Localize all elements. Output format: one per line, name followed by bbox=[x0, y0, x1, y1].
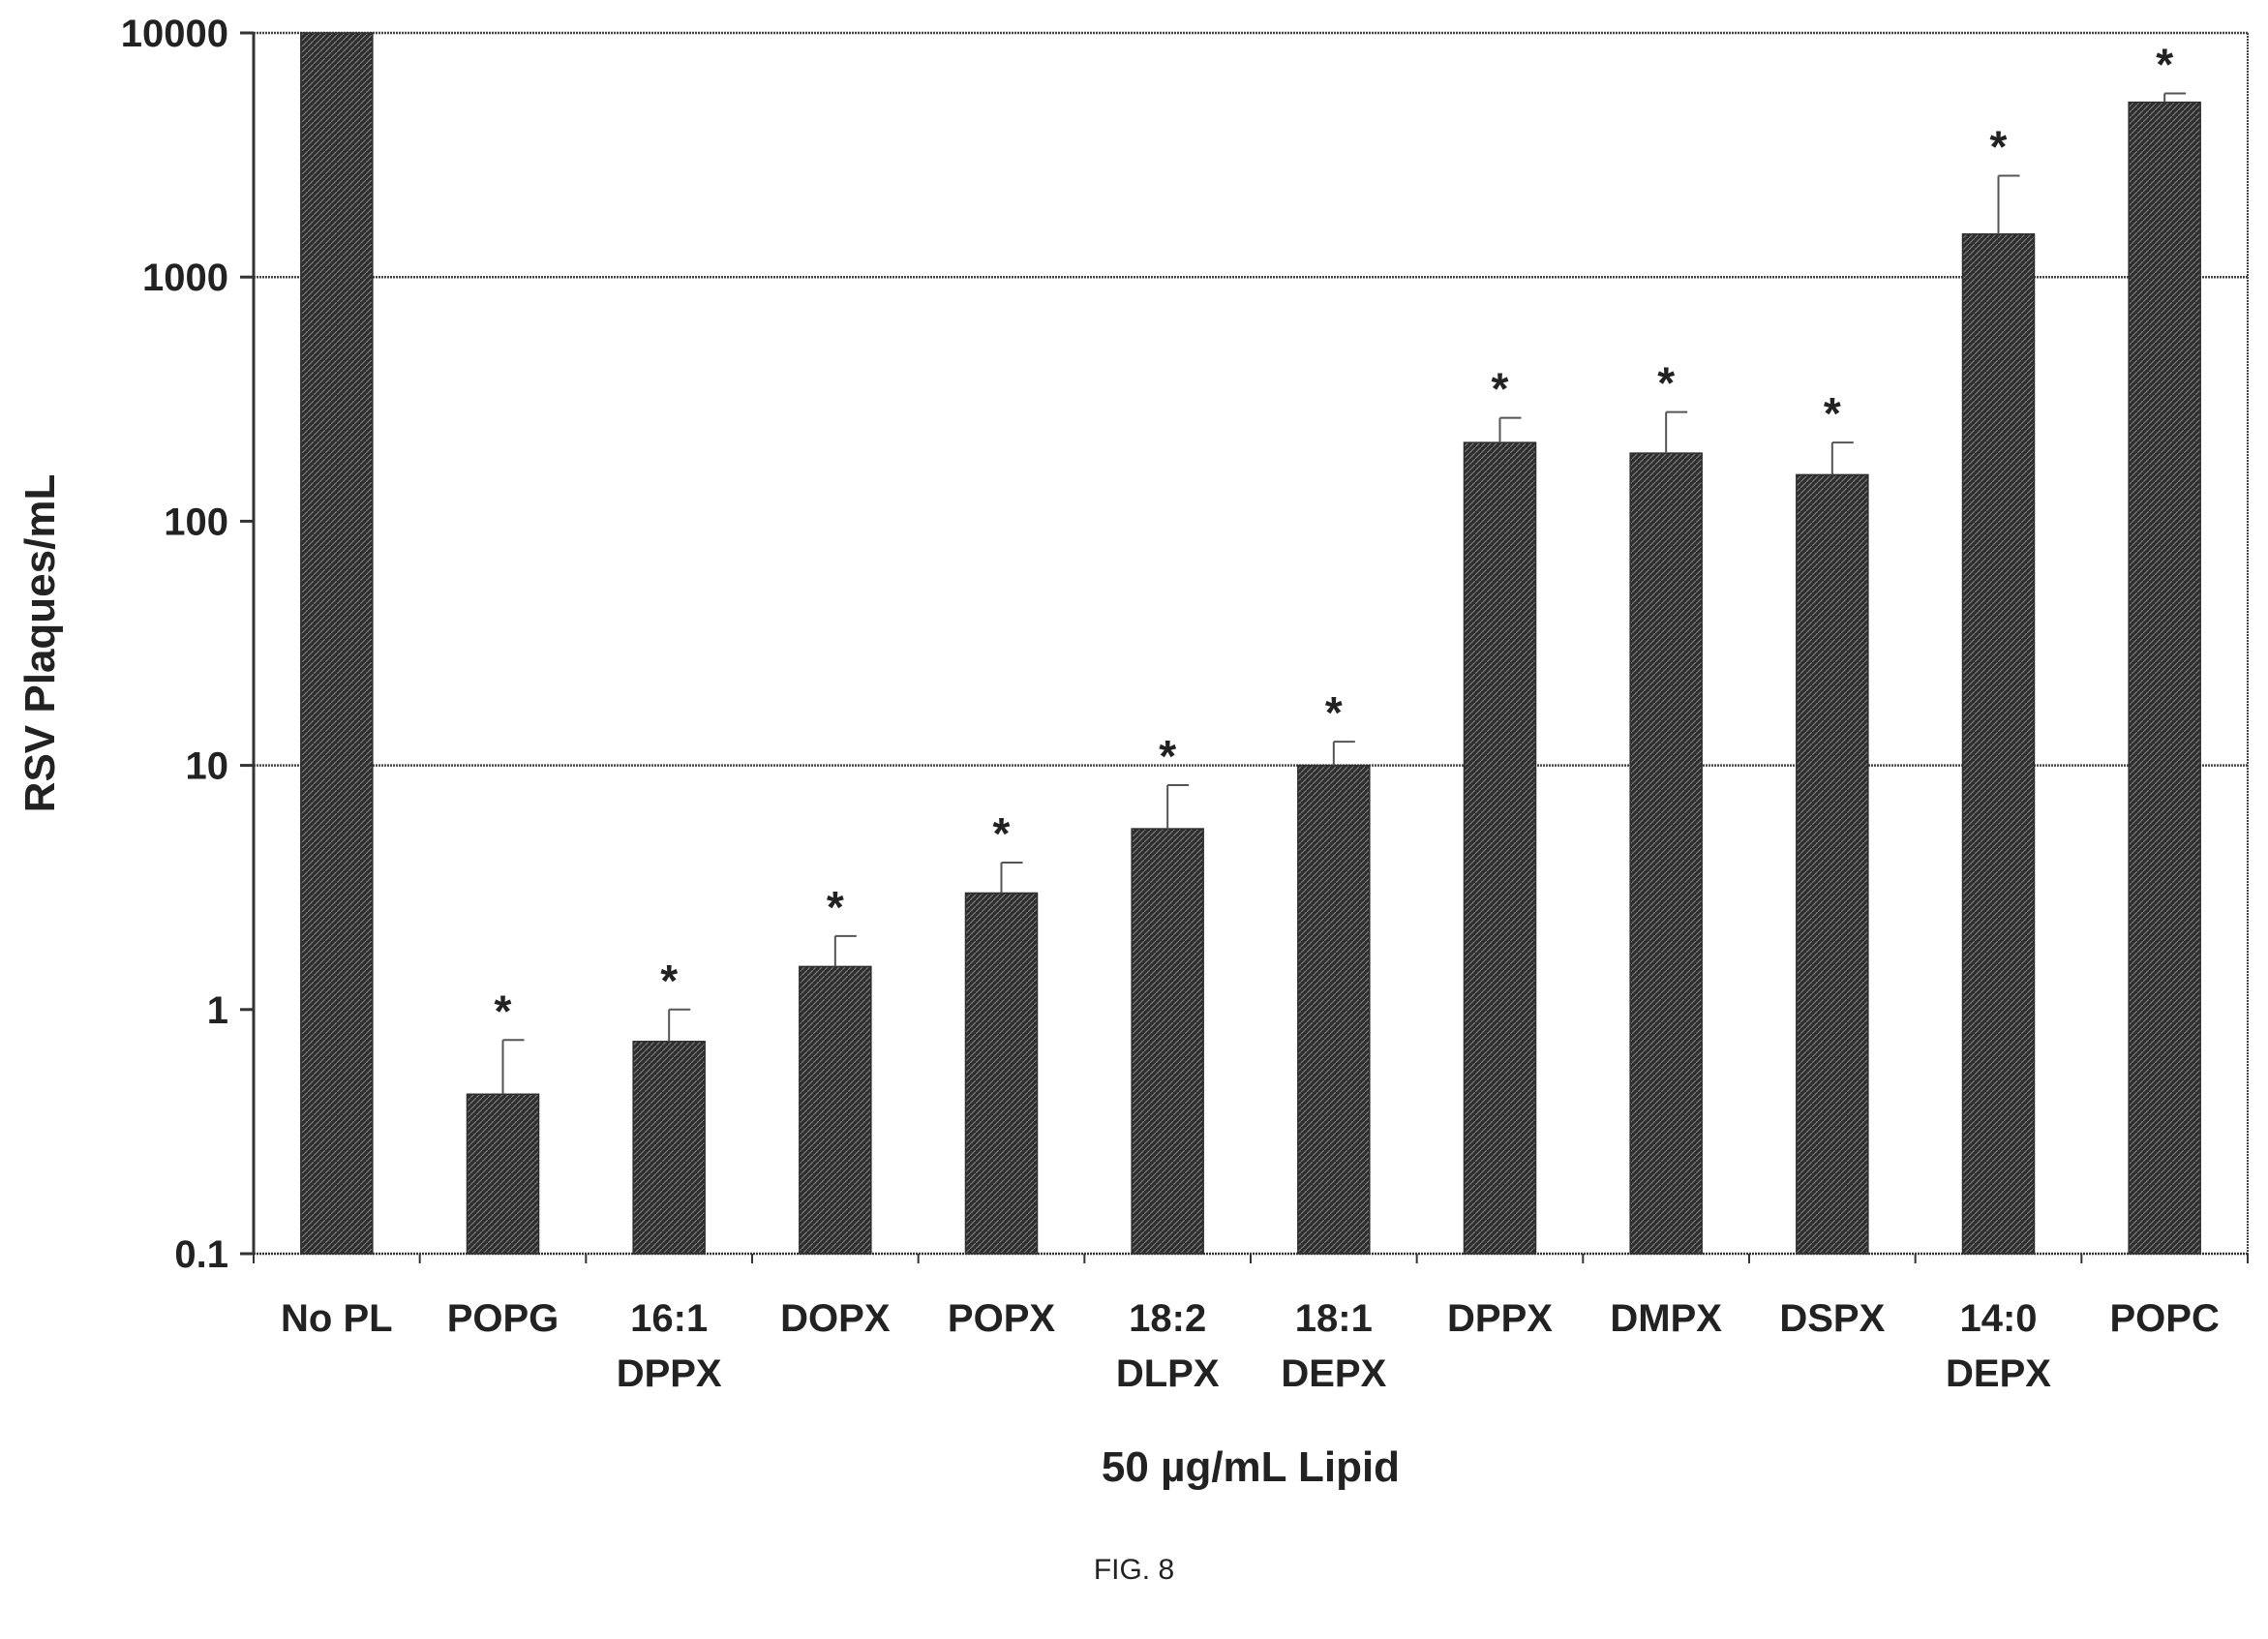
bars: * * * * * * * * * * * bbox=[300, 32, 2201, 1255]
bar bbox=[1131, 828, 1204, 1255]
bar bbox=[799, 965, 872, 1255]
x-tick-label: No PL bbox=[281, 1297, 393, 1340]
x-tick-label: POPX bbox=[948, 1297, 1055, 1340]
significance-marker: * bbox=[2156, 40, 2173, 90]
y-tick-label: 10 bbox=[186, 745, 229, 788]
x-tick-label: 18:2 bbox=[1129, 1297, 1206, 1340]
x-tick-label: DMPX bbox=[1610, 1297, 1722, 1340]
significance-marker: * bbox=[1824, 388, 1841, 439]
significance-marker: * bbox=[1657, 358, 1675, 409]
x-axis-label: 50 µg/mL Lipid bbox=[1102, 1443, 1400, 1491]
x-tick-label: 16:1 bbox=[630, 1297, 708, 1340]
bar bbox=[1463, 441, 1537, 1255]
tick-labels: 0.1 1 10 100 1000 10000 No PL POPG 16:1 DPPX DOPX P… bbox=[121, 13, 2220, 1395]
bar bbox=[466, 1093, 540, 1255]
x-tick-label: DOPX bbox=[780, 1297, 891, 1340]
y-tick-label: 1 bbox=[207, 989, 228, 1032]
significance-marker: * bbox=[660, 956, 678, 1006]
x-tick-label: DLPX bbox=[1116, 1352, 1220, 1395]
y-axis-label: RSV Plaques/mL bbox=[16, 474, 64, 813]
x-tick-label: DSPX bbox=[1779, 1297, 1885, 1340]
y-tick-label: 10000 bbox=[121, 13, 228, 55]
x-tick-label: 18:1 bbox=[1295, 1297, 1373, 1340]
x-tick-label: DPPX bbox=[617, 1352, 722, 1395]
significance-marker: * bbox=[1990, 122, 2008, 172]
bar bbox=[1629, 452, 1703, 1255]
x-tick-label: DPPX bbox=[1447, 1297, 1553, 1340]
bar bbox=[2128, 101, 2201, 1255]
y-tick-label: 100 bbox=[164, 501, 228, 543]
bar bbox=[1796, 473, 1869, 1255]
figure-label: FIG. 8 bbox=[1093, 1554, 1175, 1586]
y-tick-label: 1000 bbox=[142, 257, 228, 299]
x-tick-label: DEPX bbox=[1946, 1352, 2051, 1395]
significance-marker: * bbox=[1492, 364, 1509, 414]
bar bbox=[300, 32, 374, 1255]
significance-marker: * bbox=[827, 882, 844, 932]
gridlines bbox=[254, 31, 2249, 1254]
bar bbox=[1961, 233, 2036, 1255]
x-tick-label: DEPX bbox=[1281, 1352, 1386, 1395]
significance-marker: * bbox=[993, 808, 1011, 859]
significance-marker: * bbox=[1159, 731, 1176, 781]
y-tick-label: 0.1 bbox=[174, 1233, 228, 1276]
axes bbox=[240, 31, 2249, 1263]
x-tick-label: POPC bbox=[2109, 1297, 2219, 1340]
significance-marker: * bbox=[1325, 687, 1343, 738]
x-tick-label: 14:0 bbox=[1959, 1297, 2037, 1340]
bar bbox=[632, 1041, 706, 1255]
bar bbox=[964, 892, 1039, 1255]
significance-marker: * bbox=[495, 986, 512, 1036]
x-tick-label: POPG bbox=[447, 1297, 559, 1340]
bar bbox=[1297, 764, 1371, 1255]
